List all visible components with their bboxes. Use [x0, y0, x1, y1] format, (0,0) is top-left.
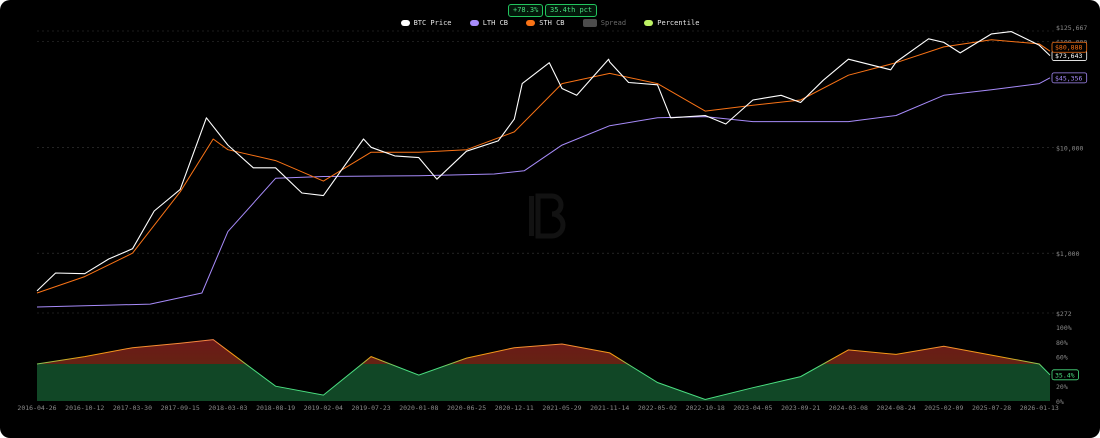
- spread-swatch-icon: [582, 19, 597, 27]
- lth-cb-line: [36, 77, 1051, 308]
- x-tick-label: 2022-05-02: [638, 404, 677, 412]
- lth-cb-swatch-icon: [469, 20, 479, 26]
- x-tick-label: 2016-04-26: [17, 404, 56, 412]
- price-change-badge: +78.3%: [508, 4, 544, 17]
- x-tick-label: 2019-02-04: [304, 404, 343, 412]
- sth-end-label: $80,888: [1055, 44, 1082, 52]
- x-tick-label: 2024-03-08: [829, 404, 868, 412]
- legend-label: BTC Price: [413, 19, 452, 27]
- pct-end-label-box: [1051, 369, 1079, 381]
- percentile-area-low: [37, 364, 1050, 401]
- sth-end-label-box: [1051, 41, 1088, 53]
- legend-item-btc-price[interactable]: BTC Price: [400, 19, 452, 27]
- btc-price-swatch-icon: [400, 20, 410, 26]
- x-tick-label: 2018-03-03: [208, 404, 247, 412]
- x-tick-label: 2020-01-08: [399, 404, 438, 412]
- y-tick-label: $272: [1056, 310, 1072, 318]
- legend-item-spread[interactable]: Spread: [582, 19, 627, 27]
- legend: BTC Price LTH CB STH CB Spread Percentil…: [0, 19, 1100, 27]
- legend-item-sth-cb[interactable]: STH CB: [526, 19, 565, 27]
- x-tick-label: 2016-10-12: [65, 404, 104, 412]
- percentile-area-high: [37, 339, 1040, 364]
- x-tick-label: 2020-06-25: [447, 404, 486, 412]
- legend-label: Spread: [600, 19, 627, 27]
- price-end-label: $73,643: [1055, 52, 1082, 60]
- y-tick-label: $1,000: [1056, 250, 1080, 258]
- x-tick-label: 2017-03-30: [113, 404, 152, 412]
- pct-tick-label: 0%: [1056, 398, 1064, 406]
- x-tick-label: 2026-01-13: [1020, 404, 1059, 412]
- btc-price-line: [36, 31, 1051, 292]
- percentile-line: [36, 339, 1051, 401]
- x-tick-label: 2023-09-21: [781, 404, 820, 412]
- x-tick-label: 2018-08-19: [256, 404, 295, 412]
- legend-label: LTH CB: [482, 19, 509, 27]
- sth-cb-line: [36, 39, 1051, 294]
- x-tick-label: 2021-05-29: [542, 404, 581, 412]
- legend-label: STH CB: [539, 19, 565, 27]
- y-tick-label: $125,667: [1056, 24, 1087, 32]
- percentile-swatch-icon: [644, 20, 654, 26]
- legend-label: Percentile: [657, 19, 700, 27]
- legend-item-lth-cb[interactable]: LTH CB: [469, 19, 509, 27]
- x-tick-label: 2025-02-09: [924, 404, 963, 412]
- legend-item-percentile[interactable]: Percentile: [644, 19, 699, 27]
- pct-tick-label: 100%: [1056, 324, 1072, 332]
- x-tick-label: 2022-10-18: [686, 404, 725, 412]
- x-tick-label: 2021-11-14: [590, 404, 629, 412]
- x-tick-label: 2023-04-05: [733, 404, 772, 412]
- watermark-logo-icon: [529, 193, 566, 239]
- x-tick-label: 2020-12-11: [495, 404, 534, 412]
- x-tick-label: 2025-07-28: [972, 404, 1011, 412]
- x-tick-label: 2017-09-15: [161, 404, 200, 412]
- percentile-badge: 35.4th pct: [545, 4, 598, 17]
- x-tick-label: 2024-08-24: [877, 404, 916, 412]
- lth-end-label: $45,356: [1055, 74, 1082, 82]
- pct-end-label: 35.4%: [1055, 371, 1075, 379]
- x-tick-label: 2019-07-23: [352, 404, 391, 412]
- pct-tick-label: 60%: [1056, 354, 1068, 362]
- sth-cb-swatch-icon: [526, 20, 536, 26]
- pct-tick-label: 80%: [1056, 339, 1068, 347]
- pct-tick-label: 20%: [1056, 383, 1068, 391]
- y-tick-label: $10,000: [1056, 144, 1083, 152]
- lth-end-label-box: [1051, 72, 1088, 84]
